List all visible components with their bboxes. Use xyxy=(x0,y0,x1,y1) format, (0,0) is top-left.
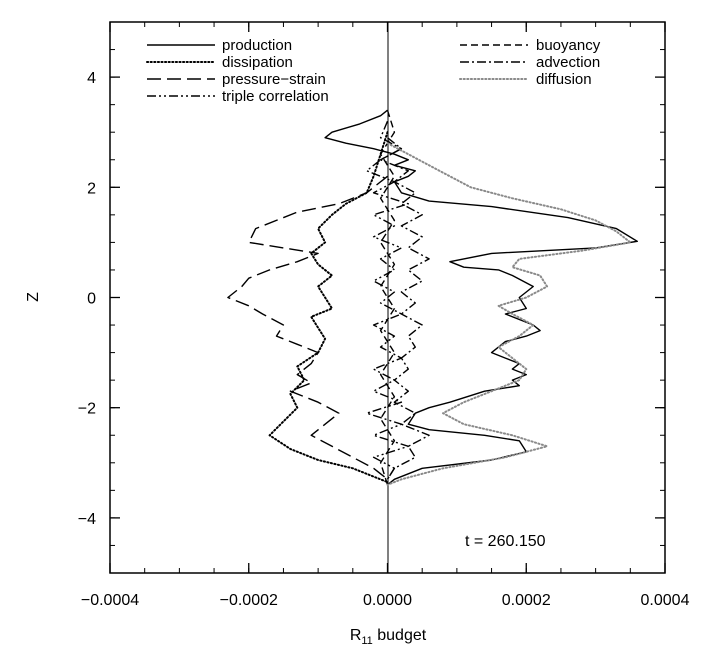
legend-label: triple correlation xyxy=(222,88,329,105)
x-tick-label: 0.0004 xyxy=(641,592,690,609)
series-line-triple-correlation xyxy=(366,120,409,480)
x-tick-label: 0.0000 xyxy=(363,592,412,609)
y-tick-label: −2 xyxy=(78,401,96,418)
legend: productiondissipationpressure−straintrip… xyxy=(146,37,601,105)
x-axis-label-subscript: 11 xyxy=(361,635,372,647)
legend-label: advection xyxy=(536,54,600,71)
axis-ticks: −0.0004 −0.0002 0.0000 0.0002 0.0004 −4 −2 0 2 4 xyxy=(78,21,690,609)
legend-label: dissipation xyxy=(222,54,293,71)
y-axis-label: Z xyxy=(25,292,42,302)
series-line-diffusion xyxy=(386,142,632,486)
series-line-pressure-strain xyxy=(227,175,388,480)
y-tick-label: −4 xyxy=(78,511,96,528)
x-axis-label-rest: budget xyxy=(373,627,427,644)
legend-label: diffusion xyxy=(536,71,592,88)
legend-label: pressure−strain xyxy=(222,71,326,88)
y-tick-label: 0 xyxy=(87,291,96,308)
x-axis-label-main: R xyxy=(350,627,362,644)
y-tick-label: 4 xyxy=(87,70,96,87)
series-line-buoyancy xyxy=(379,109,396,486)
legend-label: production xyxy=(222,37,292,54)
x-tick-label: 0.0002 xyxy=(502,592,551,609)
legend-label: buoyancy xyxy=(536,37,601,54)
x-tick-label: −0.0004 xyxy=(81,592,139,609)
x-axis-label: R11 budget xyxy=(350,627,427,647)
series-line-dissipation xyxy=(268,131,389,484)
series-layer xyxy=(227,109,638,486)
series-line-advection xyxy=(379,137,430,480)
annotation-time: t = 260.150 xyxy=(465,533,546,550)
y-tick-label: 2 xyxy=(87,180,96,197)
x-tick-label: −0.0002 xyxy=(220,592,278,609)
